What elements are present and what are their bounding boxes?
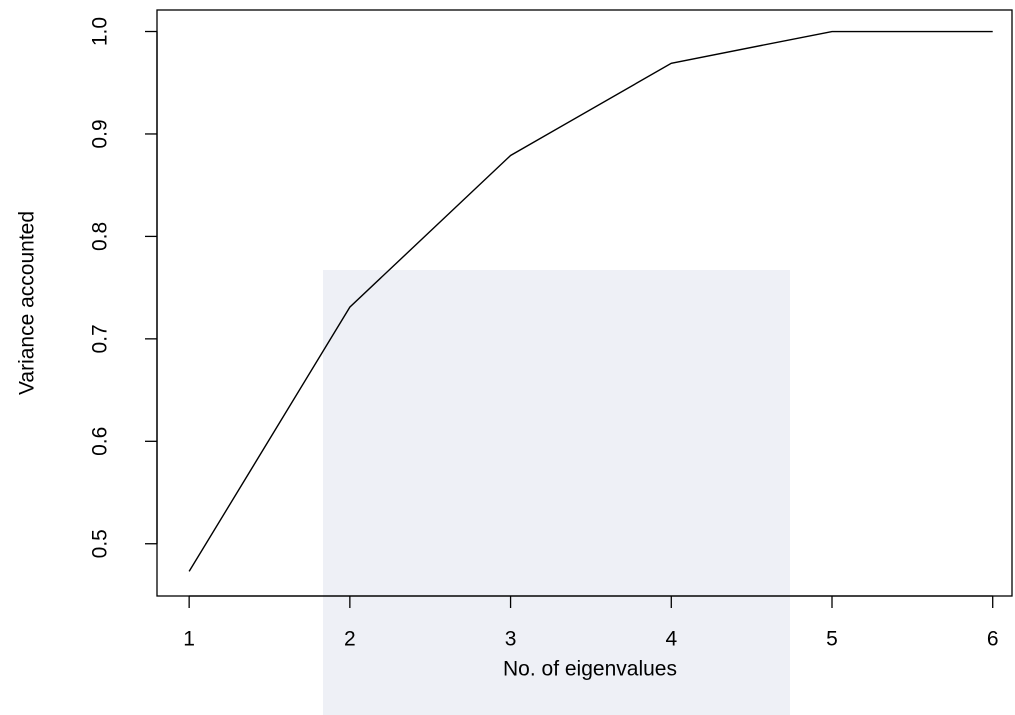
x-axis-label: No. of eigenvalues: [503, 658, 677, 681]
y-tick-label: 0.5: [89, 529, 112, 558]
chart: No. of eigenvalues Variance accounted 1 2…: [0, 0, 1015, 715]
x-tick-label: 4: [665, 628, 677, 651]
x-tick-label: 1: [183, 628, 195, 651]
y-tick-label: 0.7: [89, 324, 112, 353]
x-tick-label: 3: [505, 628, 517, 651]
y-tick-label: 0.6: [89, 427, 112, 456]
y-tick-label: 0.9: [89, 119, 112, 148]
y-tick-label: 1.0: [89, 17, 112, 46]
x-tick-label: 2: [344, 628, 356, 651]
watermark: [323, 270, 790, 715]
x-tick-label: 5: [826, 628, 838, 651]
x-tick-label: 6: [987, 628, 999, 651]
y-tick-label: 0.8: [89, 222, 112, 251]
y-axis-label: Variance accounted: [16, 211, 39, 395]
